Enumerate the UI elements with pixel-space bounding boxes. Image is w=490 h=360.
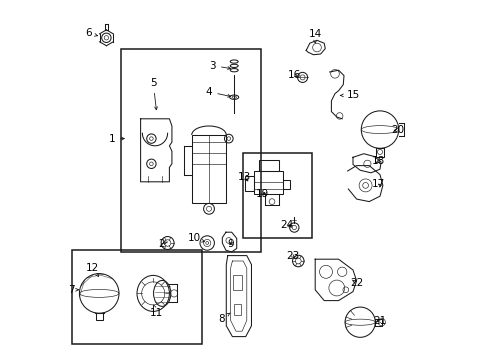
Text: 5: 5 — [150, 78, 157, 110]
Bar — [96, 313, 103, 320]
Bar — [233, 275, 243, 290]
Bar — [243, 153, 312, 238]
Text: 13: 13 — [238, 172, 251, 182]
Text: 16: 16 — [287, 69, 300, 80]
Text: 6: 6 — [85, 28, 98, 38]
Text: 1: 1 — [108, 134, 124, 144]
Text: 9: 9 — [227, 239, 234, 249]
Bar — [192, 135, 226, 203]
Bar — [254, 171, 283, 194]
Text: 15: 15 — [341, 90, 360, 100]
Bar — [376, 148, 384, 157]
Text: 22: 22 — [350, 278, 363, 288]
Text: 11: 11 — [150, 305, 164, 318]
Text: 2: 2 — [158, 239, 168, 249]
Bar — [259, 160, 279, 171]
Bar — [121, 49, 261, 252]
Bar — [234, 304, 242, 315]
Text: 7: 7 — [68, 285, 78, 295]
Text: 18: 18 — [372, 156, 386, 166]
Text: 14: 14 — [309, 29, 322, 43]
Text: 12: 12 — [85, 263, 98, 276]
Bar — [245, 176, 254, 191]
Text: 4: 4 — [206, 87, 231, 97]
Text: 19: 19 — [256, 189, 269, 199]
Text: 24: 24 — [280, 220, 294, 230]
Text: 23: 23 — [286, 251, 299, 261]
Text: 10: 10 — [187, 233, 204, 243]
Bar — [72, 250, 202, 344]
Text: 21: 21 — [373, 316, 387, 326]
Bar — [283, 180, 290, 189]
Text: 3: 3 — [209, 60, 230, 71]
Bar — [375, 319, 382, 326]
Text: 17: 17 — [372, 179, 386, 189]
Text: 20: 20 — [392, 125, 405, 135]
Text: 8: 8 — [218, 313, 230, 324]
